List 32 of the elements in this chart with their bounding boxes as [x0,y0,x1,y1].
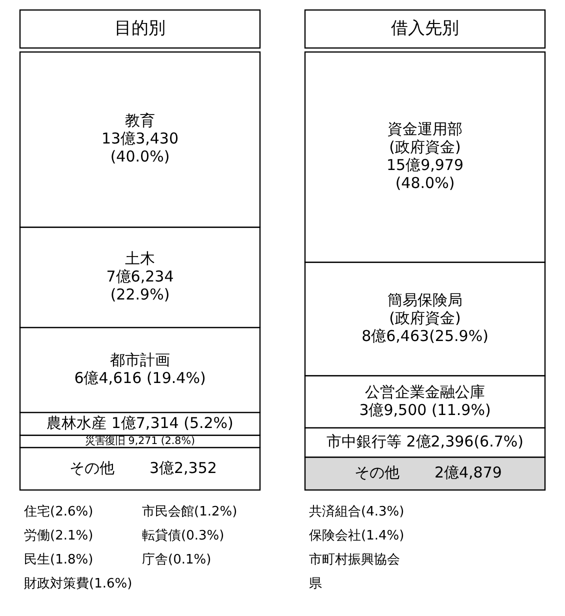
series-label: 都市計画 [110,351,170,370]
annotation: 2億4,879 [434,464,502,482]
data-label: 7億6,234 (22.9%) [106,267,174,304]
data-label: (政府資金) 8億6,463(25.9%) [362,309,488,346]
data-label: 6億4,616 (19.4%) [74,369,206,388]
chart-title: 借入先別 [391,18,459,39]
data-label: 3億9,500 (11.9%) [359,400,491,419]
data-label: (政府資金) 15億9,979 (48.0%) [386,138,464,192]
text: 農林水産 1億7,314 (5.2%) [46,414,234,432]
text: 庁舎(0.1%) [142,552,212,568]
series-label: 公営企業金融公庫 [365,382,485,401]
series-label: 資金運用部 [388,120,462,138]
annotation: 3億2,352 [149,458,217,477]
text: 労働(2.1%) [24,528,94,544]
series-label: 教育 [125,112,155,130]
text: 市町村振興協会 [309,552,400,568]
series-label: その他 [70,458,114,477]
chart-title: 目的別 [114,18,166,39]
text: 転貸債(0.3%) [142,528,224,544]
text: 民生(1.8%) [24,552,94,568]
text: 市中銀行等 2億2,396(6.7%) [326,432,524,451]
text: 共済組合(4.3%) [309,504,404,520]
text: 県 [309,576,322,592]
text: 災害復旧 9,271 (2.8%) [85,435,195,448]
text: 財政対策費(1.6%) [24,576,132,592]
series-label: 簡易保険局 [388,291,462,310]
text: 住宅(2.6%) [23,504,94,520]
text: 市民会館(1.2%) [142,504,238,520]
text: 保険会社(1.4%) [309,528,404,544]
series-label: 土木 [125,249,155,268]
series-label: その他 [354,464,400,482]
data-label: 13億3,430 (40.0%) [101,130,179,166]
